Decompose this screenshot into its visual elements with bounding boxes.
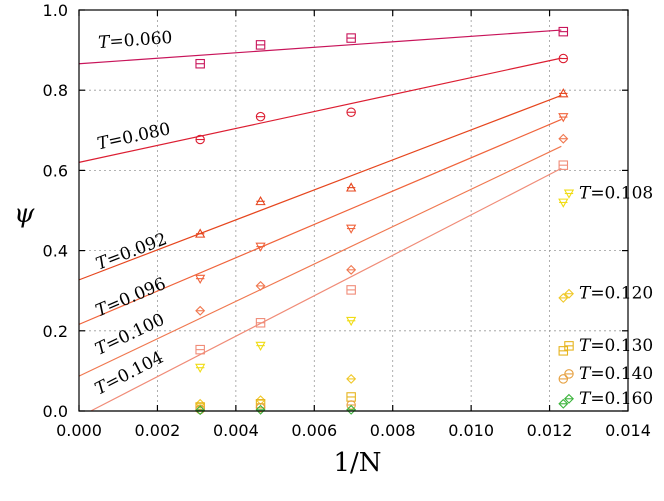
data-point	[195, 344, 205, 355]
x-tick-label: 0.000	[56, 421, 102, 440]
data-point	[255, 341, 266, 351]
data-point	[563, 189, 575, 199]
curve-label: T=0.120	[579, 284, 653, 304]
data-point	[558, 26, 569, 37]
curve-label: T=0.130	[579, 336, 653, 356]
data-point	[558, 398, 569, 409]
data-point	[255, 280, 266, 291]
y-axis-ticks: 0.0 0.2 0.4 0.6 0.8 1.0	[43, 1, 628, 421]
fit-line	[78, 145, 562, 377]
data-point	[558, 160, 569, 170]
data-point	[195, 58, 205, 69]
x-axis-ticks: 0.000 0.002 0.004 0.006 0.008 0.010 0.012 0.014	[56, 10, 651, 440]
data-point	[346, 107, 356, 118]
curve-labels: T=0.060T=0.080T=0.092T=0.096T=0.100T=0.1…	[92, 28, 654, 409]
curve-label: T=0.092	[93, 229, 170, 274]
data-point	[564, 393, 574, 404]
data-point	[558, 374, 569, 384]
fit-line	[78, 94, 562, 281]
data-point	[255, 111, 266, 122]
plot-frame	[78, 9, 629, 412]
grid	[79, 10, 628, 411]
data-point	[255, 395, 266, 406]
data-point	[255, 40, 266, 50]
fit-line	[78, 29, 562, 65]
data-markers	[195, 26, 575, 416]
data-point	[346, 182, 357, 192]
data-point	[346, 33, 356, 43]
data-point	[195, 134, 205, 145]
data-point	[195, 363, 206, 374]
data-point	[195, 228, 206, 238]
data-point	[346, 316, 357, 327]
curve-label: T=0.108	[579, 183, 653, 203]
data-point	[564, 369, 574, 379]
data-point	[564, 341, 574, 351]
y-tick-label: 1.0	[43, 1, 68, 20]
data-point	[558, 198, 569, 208]
data-point	[255, 318, 266, 328]
data-point	[558, 113, 569, 123]
data-point	[558, 133, 569, 144]
data-point	[564, 288, 574, 299]
data-point	[255, 242, 266, 252]
data-point	[346, 373, 357, 384]
fit-line	[78, 118, 562, 325]
data-point	[346, 285, 356, 295]
x-tick-label: 0.012	[527, 421, 573, 440]
x-tick-label: 0.002	[135, 421, 181, 440]
x-axis-title: 1/N	[333, 448, 381, 478]
data-point	[195, 305, 206, 316]
curve-label: T=0.160	[579, 389, 653, 409]
x-tick-label: 0.010	[448, 421, 494, 440]
y-tick-label: 0.0	[43, 402, 68, 421]
data-point	[558, 88, 569, 98]
y-tick-label: 0.8	[43, 81, 68, 100]
x-tick-label: 0.014	[605, 421, 651, 440]
curve-label: T=0.080	[95, 119, 172, 154]
y-tick-label: 0.2	[43, 322, 68, 341]
y-axis-title: ψ	[14, 199, 35, 229]
data-point	[346, 392, 356, 402]
fit-line	[90, 167, 562, 412]
fit-line	[78, 57, 562, 163]
curve-label: T=0.060	[98, 28, 173, 53]
data-point	[346, 264, 357, 275]
data-point	[255, 195, 266, 206]
x-tick-label: 0.004	[213, 421, 259, 440]
data-point	[346, 404, 357, 415]
data-point	[558, 53, 569, 64]
data-point	[558, 292, 569, 303]
x-tick-label: 0.008	[370, 421, 416, 440]
data-point	[195, 274, 206, 285]
data-point	[255, 404, 266, 415]
curve-label: T=0.140	[579, 364, 653, 384]
data-point	[195, 405, 206, 416]
x-tick-label: 0.006	[291, 421, 337, 440]
data-point	[346, 224, 357, 234]
data-point	[558, 346, 569, 356]
fit-lines	[78, 29, 562, 412]
y-tick-label: 0.6	[43, 161, 68, 180]
y-tick-label: 0.4	[43, 242, 68, 261]
